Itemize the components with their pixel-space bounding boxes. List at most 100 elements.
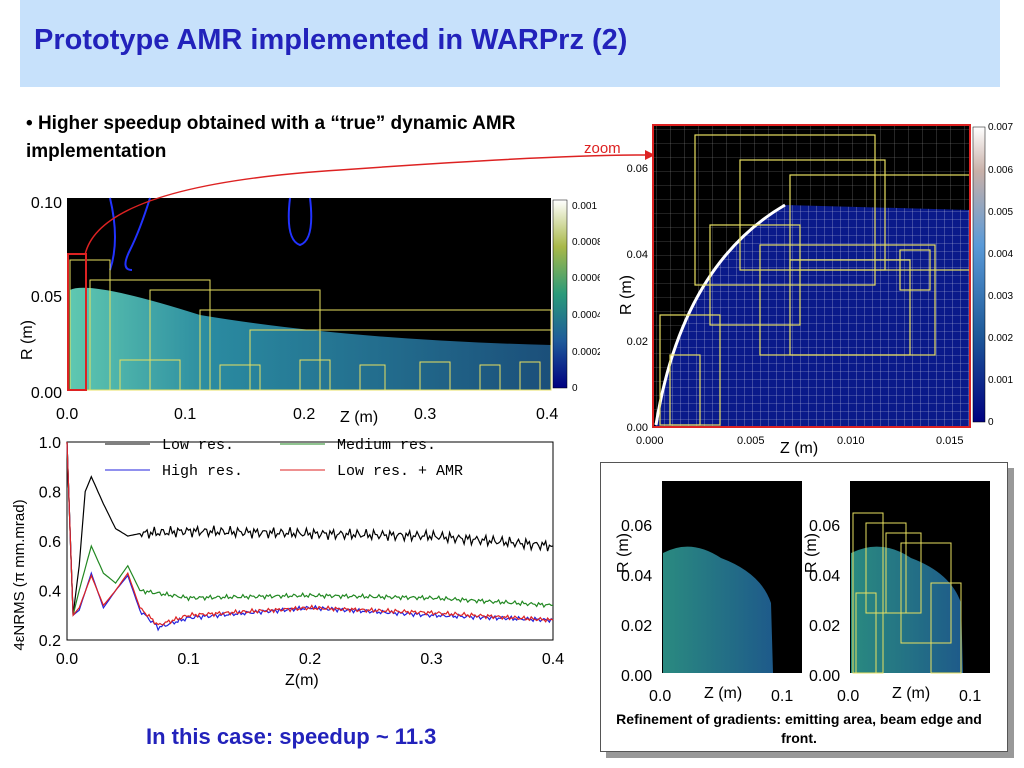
zoom-x-label: Z (m): [780, 440, 818, 457]
zoom-cbar-tick: 0.007: [988, 122, 1013, 133]
inset-left-beam: [663, 546, 773, 673]
zoom-cbar-tick: 0.006: [988, 165, 1013, 176]
inset-y-tick: 0.02: [809, 618, 840, 635]
inset-right-amr-boxes: [852, 512, 962, 674]
emittance-x-tick: 0.1: [177, 651, 199, 668]
beam-density: [70, 287, 551, 390]
emittance-y-tick: 0.8: [39, 485, 61, 502]
zoom-colorbar-labels: 0.007 0.006 0.005 0.004 0.003 0.002 0.00…: [988, 122, 1013, 428]
inset-y-tick: 0.06: [621, 518, 652, 535]
zoom-y-tick: 0.06: [627, 163, 648, 175]
inset-caption: Refinement of gradients: emitting area, …: [616, 711, 982, 746]
main-x-tick: 0.2: [293, 406, 315, 423]
emittance-series: [66, 441, 554, 632]
main-x-tick: 0.4: [536, 406, 558, 423]
main-plot-y-ticks: 0.00 0.05 0.10: [31, 195, 62, 402]
zoom-y-label: R (m): [618, 275, 635, 315]
inset-y-label: R (m): [803, 533, 820, 573]
main-y-tick: 0.05: [31, 289, 62, 306]
main-colorbar: [552, 199, 568, 389]
main-x-label: Z (m): [340, 409, 378, 426]
main-cbar-tick: 0.0008: [572, 237, 600, 248]
series-line: [66, 441, 554, 626]
inset-y-tick: 0.06: [809, 518, 840, 535]
series-line: [66, 441, 554, 616]
legend-label: Low res.: [162, 437, 234, 454]
inset-y-tick: 0.00: [621, 668, 652, 685]
inset-panel: 0.06 0.04 0.02 0.00 0.0 0.1 Z (m) R (m) …: [600, 462, 1008, 752]
zoom-cbar-tick: 0.005: [988, 207, 1013, 218]
zoom-y-tick: 0.02: [627, 336, 648, 348]
zoom-x-tick: 0.000: [636, 435, 664, 447]
inset-right-ticks: 0.06 0.04 0.02 0.00 0.0 0.1 Z (m) R (m): [803, 518, 981, 705]
zoom-colorbar: [972, 126, 986, 423]
zoom-amr-boxes: [659, 134, 971, 426]
inset-y-tick: 0.02: [621, 618, 652, 635]
series-line: [66, 441, 554, 616]
legend-label: High res.: [162, 463, 243, 480]
main-cbar-tick: 0.001: [572, 201, 597, 212]
zoom-cbar-tick: 0.003: [988, 291, 1013, 302]
emittance-axes: 0.0 0.1 0.2 0.3 0.4 0.2 0.4 0.6 0.8 1.0: [39, 435, 564, 668]
zoom-y-ticks: 0.00 0.02 0.04 0.06: [627, 163, 648, 434]
inset-right-beam: [851, 546, 963, 673]
main-x-tick: 0.0: [56, 406, 78, 423]
zoom-amr-plot: 0.00 0.02 0.04 0.06 R (m) 0.000 0.005 0.…: [618, 122, 1013, 457]
inset-left-ticks: 0.06 0.04 0.02 0.00 0.0 0.1 Z (m) R (m): [615, 518, 793, 705]
zoom-cbar-tick: 0.004: [988, 249, 1013, 260]
inset-plots: 0.06 0.04 0.02 0.00 0.0 0.1 Z (m) R (m) …: [615, 481, 990, 705]
emittance-x-tick: 0.3: [420, 651, 442, 668]
zoom-region-box: [67, 253, 87, 391]
inset-x-label: Z (m): [892, 685, 930, 702]
slide-title: Prototype AMR implemented in WARPrz (2): [34, 24, 628, 56]
contour-line: [109, 197, 313, 271]
bullet-text: • Higher speedup obtained with a “true” …: [26, 113, 516, 162]
emittance-legend: Low res. Medium res. High res. Low res. …: [105, 437, 463, 480]
zoom-x-tick: 0.010: [837, 435, 865, 447]
legend-label: Medium res.: [337, 437, 436, 454]
main-cbar-tick: 0.0002: [572, 347, 600, 358]
zoom-cbar-tick: 0.002: [988, 333, 1013, 344]
emittance-x-tick: 0.4: [542, 651, 564, 668]
emittance-y-label: 4εNRMS (π mm.mrad): [11, 499, 28, 650]
zoom-label: zoom: [584, 140, 621, 157]
zoom-cbar-tick: 0: [988, 417, 994, 428]
emittance-y-tick: 1.0: [39, 435, 61, 452]
main-amr-plot: 0.0 0.1 0.2 0.3 0.4 Z (m) 0.00 0.05 0.10…: [19, 195, 600, 426]
emittance-x-tick: 0.0: [56, 651, 78, 668]
title-banner: Prototype AMR implemented in WARPrz (2): [20, 0, 1000, 87]
zoom-plot-border: [652, 124, 971, 428]
main-colorbar-labels: 0.001 0.0008 0.0006 0.0004 0.0002 0: [572, 201, 600, 394]
main-cbar-tick: 0.0006: [572, 273, 600, 284]
speedup-text: In this case: speedup ~ 11.3: [146, 724, 437, 749]
inset-x-tick: 0.0: [837, 688, 859, 705]
main-y-label: R (m): [19, 320, 36, 360]
emittance-frame: [66, 441, 554, 641]
inset-y-label: R (m): [615, 533, 632, 573]
emittance-chart: 0.0 0.1 0.2 0.3 0.4 0.2 0.4 0.6 0.8 1.0 Low res. …: [11, 435, 564, 689]
inset-x-tick: 0.1: [959, 688, 981, 705]
inset-y-tick: 0.04: [809, 568, 840, 585]
emittance-y-tick: 0.6: [39, 534, 61, 551]
zoom-y-tick: 0.00: [627, 422, 648, 434]
zoom-y-tick: 0.04: [627, 249, 648, 261]
amr-grid-boxes: [69, 259, 552, 391]
bullet-label: Higher speedup obtained with a “true” dy…: [26, 113, 516, 162]
zoom-x-tick: 0.015: [936, 435, 964, 447]
main-cbar-tick: 0.0004: [572, 310, 600, 321]
inset-x-tick: 0.1: [771, 688, 793, 705]
main-y-tick: 0.00: [31, 385, 62, 402]
zoom-cbar-tick: 0.001: [988, 375, 1013, 386]
zoom-x-tick: 0.005: [737, 435, 765, 447]
legend-label: Low res. + AMR: [337, 463, 463, 480]
emittance-y-tick: 0.4: [39, 584, 61, 601]
inset-y-tick: 0.00: [809, 668, 840, 685]
inset-y-tick: 0.04: [621, 568, 652, 585]
zoom-beam-edge: [654, 203, 786, 426]
main-x-tick: 0.1: [174, 406, 196, 423]
zoom-x-ticks: 0.000 0.005 0.010 0.015: [636, 435, 964, 447]
emittance-x-label: Z(m): [285, 672, 319, 689]
main-y-tick: 0.10: [31, 195, 62, 212]
emittance-y-tick: 0.2: [39, 633, 61, 650]
